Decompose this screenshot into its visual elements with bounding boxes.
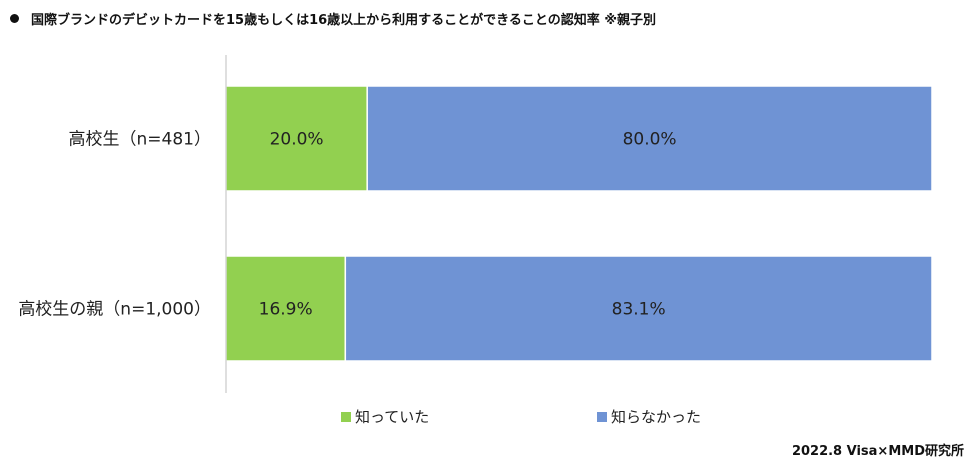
source-credit: 2022.8 Visa×MMD研究所 — [791, 444, 964, 459]
data-label: 16.9% — [259, 300, 313, 320]
data-label: 80.0% — [623, 130, 677, 150]
legend-label: 知っていた — [355, 408, 429, 426]
legend-swatch — [341, 412, 351, 422]
data-label: 83.1% — [612, 300, 666, 320]
bullet-icon — [10, 14, 19, 23]
legend-label: 知らなかった — [611, 408, 701, 426]
bar-segment-did-not-know-1 — [366, 85, 933, 192]
chart-title: 国際ブランドのデビットカードを15歳もしくは16歳以上から利用することができるこ… — [10, 9, 656, 28]
chart-title-text: 国際ブランドのデビットカードを15歳もしくは16歳以上から利用することができるこ… — [31, 13, 656, 28]
bar-segment-did-not-know-2 — [344, 255, 933, 362]
category-label: 高校生の親（n=1,000） — [18, 300, 211, 320]
category-label: 高校生（n=481） — [69, 130, 211, 150]
legend-swatch — [597, 412, 607, 422]
data-label: 20.0% — [270, 130, 324, 150]
